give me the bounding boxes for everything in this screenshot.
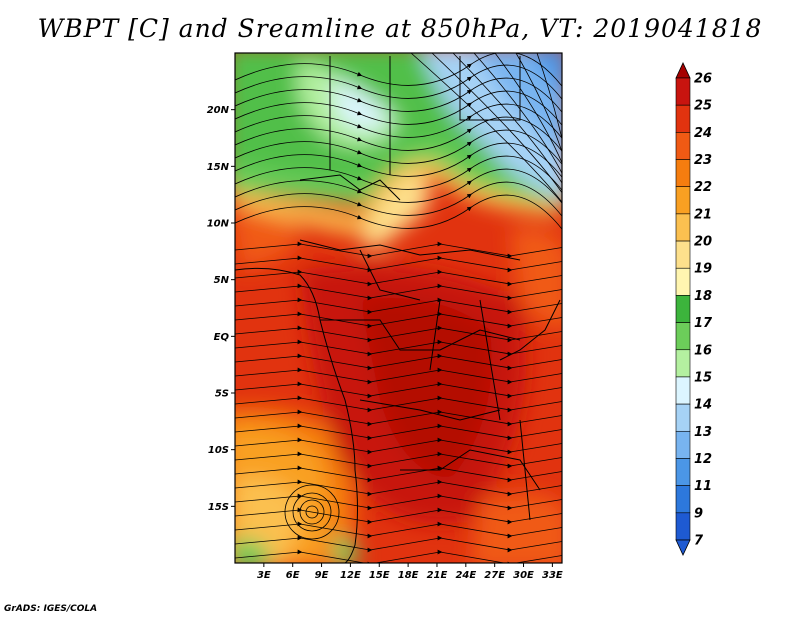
streamline [235, 521, 562, 539]
streamline [235, 381, 562, 399]
colorbar-level-label: 22 [694, 180, 712, 195]
wbpt-field [235, 53, 562, 563]
streamline [235, 311, 562, 329]
grads-credit: GrADS: IGES/COLA [4, 604, 98, 614]
colorbar-swatch [675, 159, 691, 188]
lat-tick-label: 15N [207, 162, 230, 173]
map-frame [234, 52, 563, 564]
lat-tick-label: 5S [215, 389, 229, 400]
colorbar-level-label: 15 [694, 370, 712, 385]
colorbar-level-label: 23 [694, 153, 712, 168]
colorbar-level-label: 20 [694, 235, 712, 250]
colorbar-bottom-arrow [675, 539, 691, 556]
lon-tick-label: 18E [398, 570, 419, 581]
lat-tick-label: 20N [207, 105, 230, 116]
lon-tick-label: 27E [484, 570, 505, 581]
lon-tick-label: 33E [542, 570, 563, 581]
lon-tick-label: 21E [427, 570, 448, 581]
lat-tick-label: 15S [208, 502, 229, 513]
map-title: WBPT [C] and Sreamline at 850hPa, VT: 20… [37, 14, 763, 43]
streamline [235, 367, 562, 385]
colorbar-swatch [675, 213, 691, 242]
lon-tick-label: 15E [369, 570, 390, 581]
streamline [235, 194, 562, 230]
streamline [431, 53, 562, 194]
lon-tick-label: 3E [257, 570, 271, 581]
streamline [235, 395, 562, 413]
streamline [235, 423, 562, 441]
streamlines [235, 53, 562, 563]
streamline [235, 465, 562, 483]
lat-tick-label: 5N [214, 275, 230, 286]
colorbar-swatch [675, 104, 691, 133]
colorbar-swatch [675, 376, 691, 405]
colorbar-swatch [675, 349, 691, 378]
streamline [410, 53, 562, 203]
cyclone-circulation [284, 484, 340, 540]
streamline [235, 451, 562, 469]
colorbar-level-label: 21 [694, 207, 712, 222]
colorbar-swatch [675, 458, 691, 486]
streamline [235, 283, 562, 301]
colorbar-level-label: 17 [694, 316, 713, 331]
colorbar-swatch [675, 77, 691, 106]
colorbar-swatch [675, 403, 691, 432]
colorbar-top-arrow [675, 62, 691, 79]
streamline [235, 339, 562, 357]
lon-tick-label: 30E [513, 570, 534, 581]
colorbar-swatch [675, 132, 691, 160]
lon-tick-label: 6E [286, 570, 300, 581]
lat-tick-label: 10N [207, 219, 230, 230]
longitude-axis: 3E 6E 9E 12E 15E 18E 21E 24E 27E 30E 33E [257, 563, 563, 581]
streamline [235, 297, 562, 315]
colorbar-swatch [675, 186, 691, 215]
streamline [473, 53, 562, 175]
colorbar-level-label: 19 [694, 262, 712, 277]
streamline [235, 409, 562, 427]
colorbar-level-label: 16 [694, 343, 712, 358]
colorbar-swatch [675, 430, 691, 459]
colorbar-level-label: 26 [694, 72, 712, 87]
colorbar: 26 25 24 23 22 21 20 19 18 17 16 15 14 13 12 11 9 7 [675, 62, 713, 556]
colorbar-level-label: 24 [694, 126, 712, 141]
streamline [235, 255, 562, 273]
colorbar-level-label: 11 [694, 479, 712, 494]
streamline [235, 241, 562, 259]
colorbar-swatch [675, 267, 691, 296]
lat-tick-label: 10S [208, 445, 229, 456]
streamline [235, 325, 562, 343]
lat-tick-label: EQ [214, 332, 230, 343]
colorbar-swatch [675, 512, 691, 541]
colorbar-level-label: 14 [694, 398, 712, 413]
streamline [235, 353, 562, 371]
streamline [235, 269, 562, 287]
colorbar-swatch [675, 240, 691, 269]
streamline [235, 437, 562, 455]
lon-tick-label: 9E [315, 570, 329, 581]
streamline [536, 53, 562, 141]
lon-tick-label: 12E [340, 570, 361, 581]
colorbar-swatch [675, 322, 691, 351]
colorbar-level-label: 18 [694, 289, 712, 304]
streamline [452, 53, 562, 184]
lon-tick-label: 24E [455, 570, 476, 581]
colorbar-swatch [675, 295, 691, 323]
latitude-axis: 20N 15N 10N 5N EQ 5S 10S 15S [207, 105, 235, 513]
colorbar-level-label: 9 [694, 506, 703, 521]
colorbar-swatch [675, 485, 691, 514]
colorbar-level-label: 13 [694, 425, 712, 440]
streamline [235, 507, 562, 525]
colorbar-level-label: 12 [694, 452, 712, 467]
streamline [235, 479, 562, 497]
colorbar-level-label: 7 [694, 534, 704, 549]
streamline [235, 535, 562, 553]
colorbar-level-label: 25 [694, 99, 712, 114]
streamline [494, 53, 562, 164]
